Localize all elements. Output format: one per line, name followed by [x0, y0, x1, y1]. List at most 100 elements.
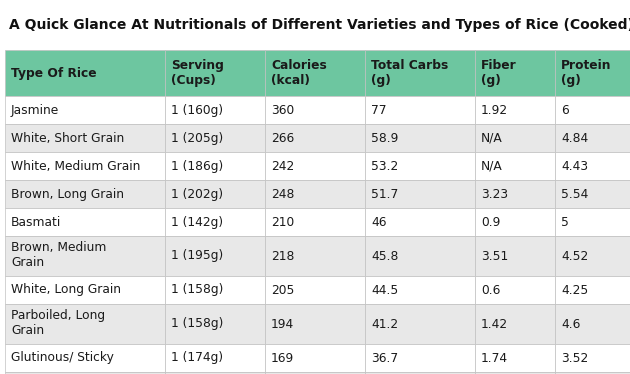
Text: 1 (202g): 1 (202g) [171, 187, 223, 200]
Text: 4.43: 4.43 [561, 159, 588, 172]
Bar [475, 236, 555, 276]
Text: N/A: N/A [481, 132, 503, 144]
Bar [5, 372, 165, 374]
Bar [265, 236, 365, 276]
Bar [5, 276, 165, 304]
Text: 41.2: 41.2 [371, 318, 398, 331]
Text: Total Carbs
(g): Total Carbs (g) [371, 59, 449, 87]
Text: Jasmine: Jasmine [11, 104, 59, 116]
Text: 1 (142g): 1 (142g) [171, 215, 223, 229]
Bar [555, 180, 630, 208]
Text: Brown, Medium
Grain: Brown, Medium Grain [11, 241, 106, 269]
Text: 6: 6 [561, 104, 569, 116]
Text: Glutinous/ Sticky: Glutinous/ Sticky [11, 352, 114, 365]
Text: 218: 218 [271, 249, 294, 263]
Bar [265, 152, 365, 180]
Text: 360: 360 [271, 104, 294, 116]
Text: 266: 266 [271, 132, 294, 144]
Bar [555, 276, 630, 304]
Bar [475, 50, 555, 96]
Bar [555, 372, 630, 374]
Text: 4.25: 4.25 [561, 283, 588, 297]
Text: 0.9: 0.9 [481, 215, 500, 229]
Bar [365, 50, 475, 96]
Bar [5, 152, 165, 180]
Text: N/A: N/A [481, 159, 503, 172]
Text: Parboiled, Long
Grain: Parboiled, Long Grain [11, 309, 105, 337]
Bar [165, 124, 265, 152]
Text: A Quick Glance At Nutritionals of Different Varieties and Types of Rice (Cooked): A Quick Glance At Nutritionals of Differ… [9, 18, 630, 32]
Text: 5: 5 [561, 215, 569, 229]
Bar [475, 152, 555, 180]
Bar [165, 180, 265, 208]
Bar [475, 180, 555, 208]
Text: 4.84: 4.84 [561, 132, 588, 144]
Bar [5, 50, 165, 96]
Text: 194: 194 [271, 318, 294, 331]
Text: Protein
(g): Protein (g) [561, 59, 612, 87]
Text: 1.42: 1.42 [481, 318, 508, 331]
Text: 58.9: 58.9 [371, 132, 398, 144]
Bar [5, 304, 165, 344]
Bar [265, 180, 365, 208]
Text: 3.23: 3.23 [481, 187, 508, 200]
Bar [365, 208, 475, 236]
Bar [5, 96, 165, 124]
Text: 248: 248 [271, 187, 294, 200]
Bar [165, 152, 265, 180]
Bar [265, 304, 365, 344]
Bar [555, 152, 630, 180]
Text: 45.8: 45.8 [371, 249, 398, 263]
Bar [265, 96, 365, 124]
Bar [165, 236, 265, 276]
Text: White, Short Grain: White, Short Grain [11, 132, 124, 144]
Text: 36.7: 36.7 [371, 352, 398, 365]
Bar [5, 180, 165, 208]
Text: Brown, Long Grain: Brown, Long Grain [11, 187, 124, 200]
Bar [365, 304, 475, 344]
Text: 3.51: 3.51 [481, 249, 508, 263]
Text: 4.6: 4.6 [561, 318, 580, 331]
Bar [555, 236, 630, 276]
Bar [265, 276, 365, 304]
Text: 46: 46 [371, 215, 386, 229]
Text: Type Of Rice: Type Of Rice [11, 67, 96, 80]
Bar [5, 124, 165, 152]
Bar [555, 344, 630, 372]
Text: 51.7: 51.7 [371, 187, 398, 200]
Bar [475, 96, 555, 124]
Text: 1.92: 1.92 [481, 104, 508, 116]
Text: Serving
(Cups): Serving (Cups) [171, 59, 224, 87]
Text: 210: 210 [271, 215, 294, 229]
Bar [165, 208, 265, 236]
Bar [165, 50, 265, 96]
Bar [555, 304, 630, 344]
Text: 242: 242 [271, 159, 294, 172]
Bar [365, 96, 475, 124]
Bar [165, 304, 265, 344]
Text: 0.6: 0.6 [481, 283, 500, 297]
Text: White, Medium Grain: White, Medium Grain [11, 159, 140, 172]
Bar [475, 344, 555, 372]
Text: 1 (160g): 1 (160g) [171, 104, 223, 116]
Text: Basmati: Basmati [11, 215, 61, 229]
Bar [165, 372, 265, 374]
Bar [555, 50, 630, 96]
Bar [365, 236, 475, 276]
Text: 4.52: 4.52 [561, 249, 588, 263]
Bar [5, 208, 165, 236]
Text: White, Long Grain: White, Long Grain [11, 283, 121, 297]
Bar [265, 372, 365, 374]
Bar [5, 236, 165, 276]
Text: 1 (158g): 1 (158g) [171, 318, 224, 331]
Bar [265, 208, 365, 236]
Bar [555, 96, 630, 124]
Text: 1 (186g): 1 (186g) [171, 159, 223, 172]
Bar [165, 276, 265, 304]
Text: 53.2: 53.2 [371, 159, 398, 172]
Text: 44.5: 44.5 [371, 283, 398, 297]
Bar [555, 124, 630, 152]
Bar [5, 344, 165, 372]
Text: 77: 77 [371, 104, 386, 116]
Bar [265, 50, 365, 96]
